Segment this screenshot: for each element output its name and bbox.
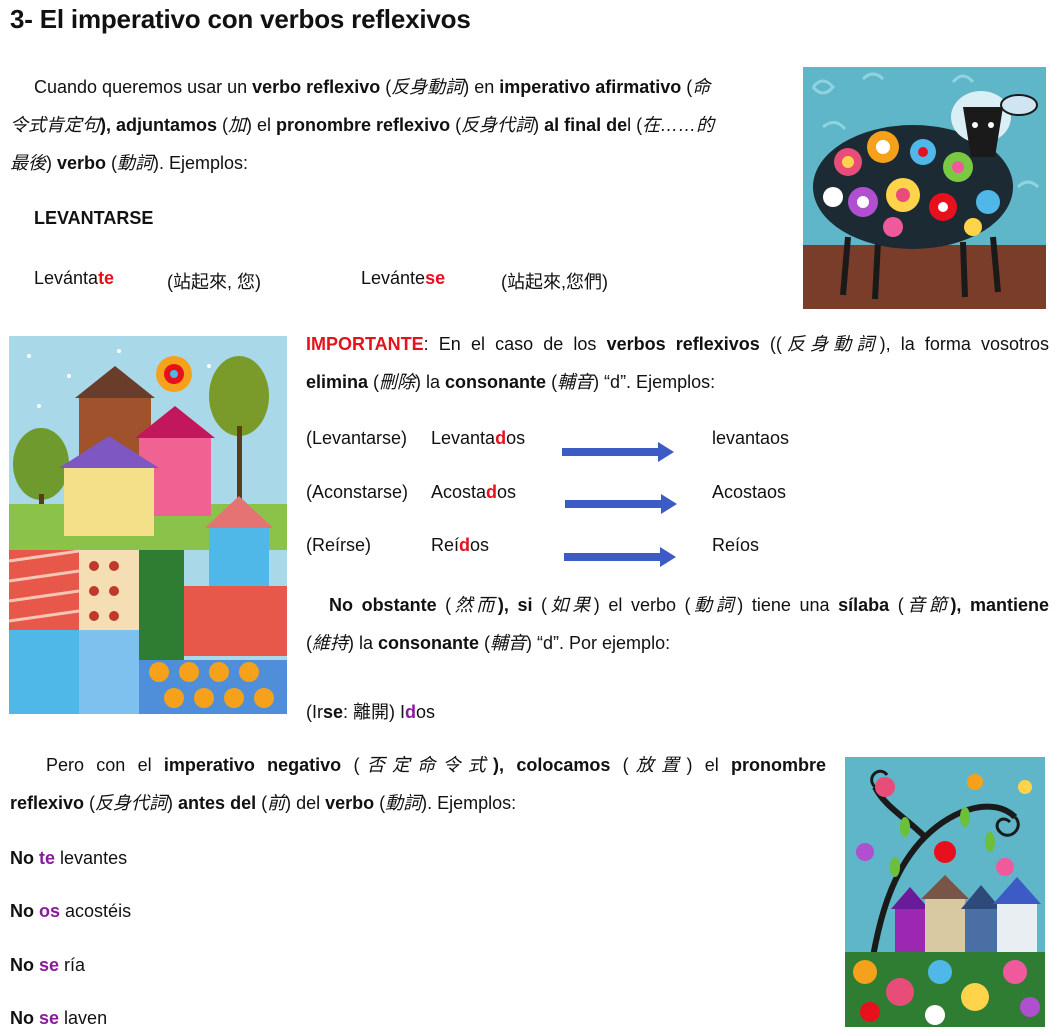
negative-example: No te levantes <box>10 848 128 868</box>
irse-example: (Irse: 離開) Idos <box>306 702 436 722</box>
row-vosotros-form: Acostados <box>431 482 517 502</box>
negative-example: No os acostéis <box>10 901 132 921</box>
row-result: Reíos <box>712 535 760 555</box>
example-levantese: Levántese <box>361 268 446 288</box>
no-obstante-paragraph: No obstante (然而), si (如果) el verbo (動詞) … <box>306 595 1050 653</box>
negative-example: No se ría <box>10 955 86 975</box>
row-vosotros-form: Reídos <box>431 535 490 555</box>
importante-paragraph: IMPORTANTE: En el caso de los verbos ref… <box>306 334 1050 392</box>
example-levantate: Levántate <box>34 268 115 288</box>
row-infinitive: (Aconstarse) <box>306 482 409 502</box>
arrow-right-icon <box>565 494 677 514</box>
row-result: levantaos <box>712 428 790 448</box>
example-levantese-gloss: (站起來,您們) <box>501 272 608 292</box>
row-vosotros-form: Levantados <box>431 428 526 448</box>
page-title: 3- El imperativo con verbos reflexivos <box>10 4 471 34</box>
negative-imperative-paragraph: Pero con el imperativo negativo (否定命令式),… <box>10 755 826 813</box>
houses-painting-image <box>9 336 287 714</box>
intro-paragraph: Cuando queremos usar un verbo reflexivo … <box>10 77 715 173</box>
levantarse-heading: LEVANTARSE <box>34 208 154 228</box>
negative-example: No se laven <box>10 1008 108 1028</box>
arrow-right-icon <box>564 547 676 567</box>
arrow-right-icon <box>562 442 674 462</box>
row-result: Acostaos <box>712 482 787 502</box>
example-levantate-gloss: (站起來, 您) <box>167 272 261 292</box>
row-infinitive: (Reírse) <box>306 535 372 555</box>
row-infinitive: (Levantarse) <box>306 428 408 448</box>
tree-village-painting-image <box>845 757 1045 1027</box>
sheep-painting-image <box>803 67 1046 309</box>
